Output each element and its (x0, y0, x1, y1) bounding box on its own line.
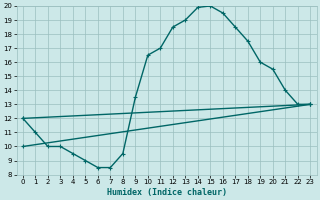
X-axis label: Humidex (Indice chaleur): Humidex (Indice chaleur) (107, 188, 227, 197)
